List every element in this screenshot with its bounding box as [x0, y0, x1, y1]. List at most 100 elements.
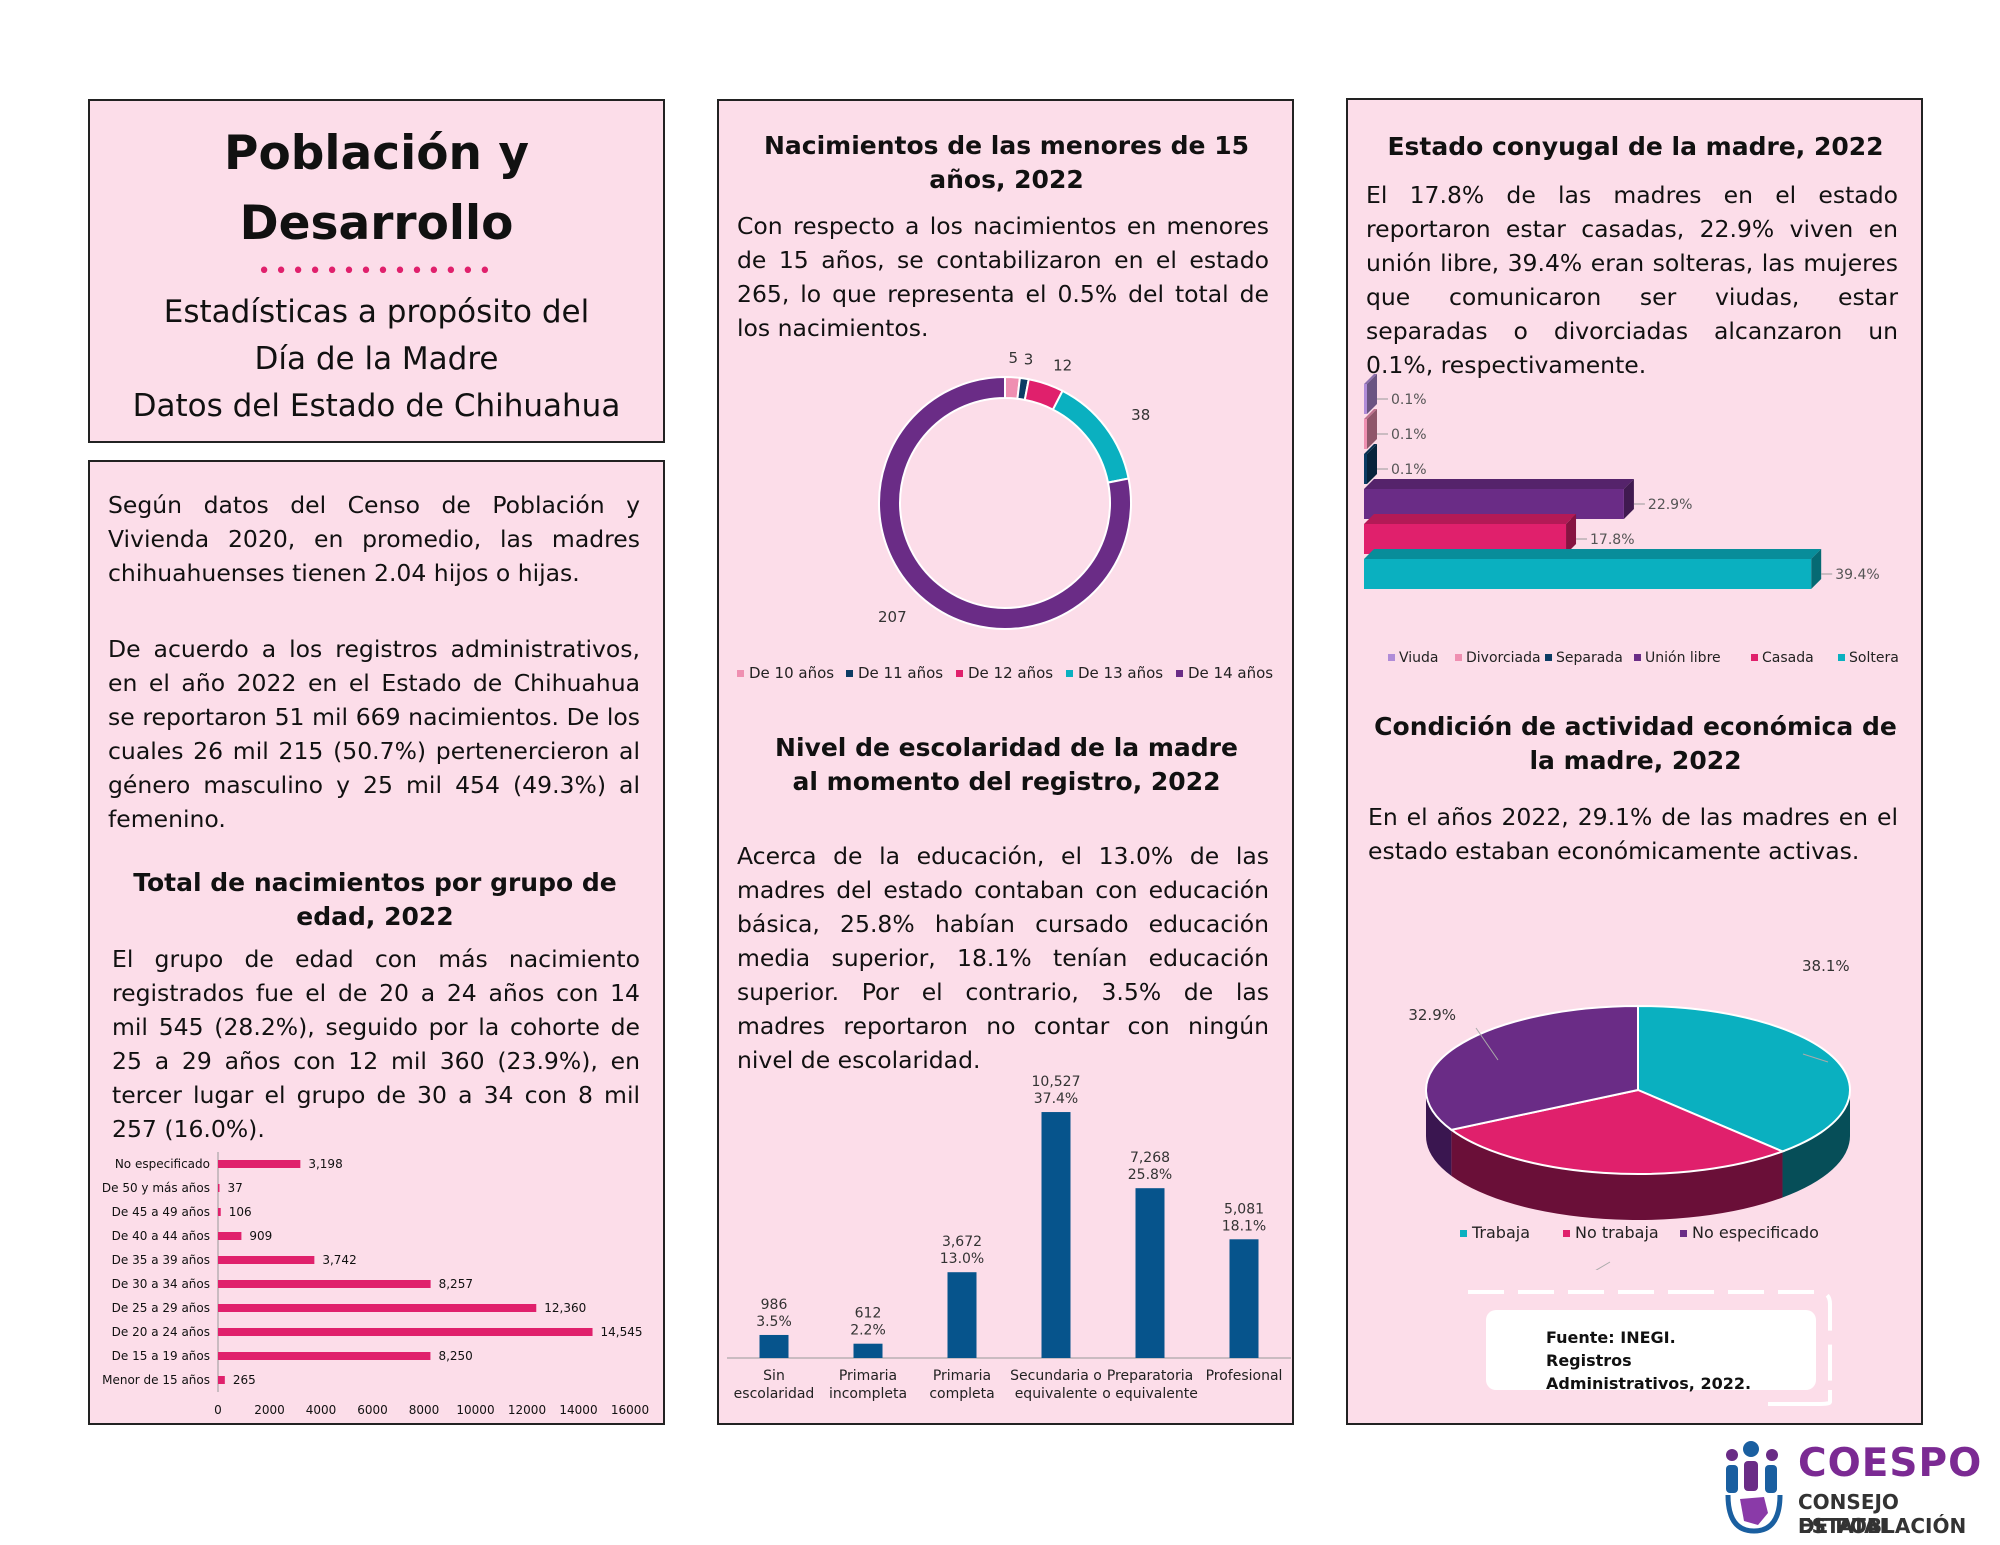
edu-category-label: o equivalente — [1102, 1386, 1198, 1402]
edu-bar — [1042, 1112, 1071, 1358]
subtitle: Estadísticas a propósito del Día de la M… — [90, 289, 663, 430]
births-legend-label: De 14 años — [1188, 664, 1273, 682]
age-value-label: 3,198 — [308, 1157, 342, 1171]
births-legend-swatch — [956, 670, 963, 677]
activity-legend: Trabaja No trabaja No especificado — [1348, 1220, 1921, 1250]
age-category-label: De 40 a 44 años — [112, 1229, 210, 1243]
births-legend-label: De 10 años — [749, 664, 834, 682]
age-bar — [218, 1280, 431, 1288]
activity-legend-swatch — [1460, 1230, 1467, 1237]
activity-leader-line — [1576, 1262, 1610, 1270]
edu-category-label: escolaridad — [734, 1386, 815, 1402]
age-value-label: 106 — [229, 1205, 252, 1219]
births-value-label: 207 — [878, 608, 907, 626]
activity-legend-swatch — [1563, 1230, 1570, 1237]
births-value-label: 38 — [1131, 406, 1150, 424]
edu-category-label: Primaria — [933, 1368, 991, 1384]
age-tick-label: 14000 — [559, 1403, 597, 1417]
age-bar — [218, 1304, 536, 1312]
marital-legend-label: Viuda — [1399, 650, 1439, 666]
activity-value-label: 32.9% — [1408, 1006, 1456, 1024]
edu-percent-label: 37.4% — [1034, 1091, 1078, 1107]
edu-chart-title: Nivel de escolaridad de la madre al mome… — [769, 731, 1244, 799]
marital-legend-swatch — [1455, 654, 1462, 661]
births-value-label: 12 — [1053, 357, 1072, 375]
age-tick-label: 8000 — [409, 1403, 440, 1417]
marital-legend: Viuda Divorciada Separada Unión libre Casada… — [1348, 645, 1921, 675]
age-value-label: 8,257 — [439, 1277, 473, 1291]
age-value-label: 265 — [233, 1373, 256, 1387]
births-under15-paragraph: Con respecto a los nacimientos en menore… — [737, 209, 1269, 345]
activity-value-label: 38.1% — [1802, 957, 1850, 975]
marital-legend-label: Casada — [1762, 650, 1814, 666]
source-box: Fuente: INEGI. Registros Administrativos… — [1486, 1310, 1816, 1390]
marital-value-label: 0.1% — [1391, 462, 1427, 478]
activity-pie-chart: 38.1%29.1%32.9% — [1348, 910, 1921, 1270]
subtitle-line1: Estadísticas a propósito del — [90, 289, 663, 336]
middle-panel: Nacimientos de las menores de 15 años, 2… — [717, 99, 1294, 1425]
age-category-label: De 15 a 19 años — [112, 1349, 210, 1363]
age-tick-label: 0 — [214, 1403, 222, 1417]
marital-legend-swatch — [1388, 654, 1395, 661]
marital-value-label: 17.8% — [1590, 532, 1634, 548]
age-category-label: De 45 a 49 años — [112, 1205, 210, 1219]
coespo-logo-mark-icon — [1718, 1435, 1798, 1545]
births-legend-swatch — [1176, 670, 1183, 677]
edu-percent-label: 18.1% — [1222, 1218, 1266, 1234]
marital-value-label: 22.9% — [1648, 497, 1692, 513]
age-tick-label: 4000 — [306, 1403, 337, 1417]
activity-legend-label: No especificado — [1692, 1223, 1819, 1242]
age-value-label: 14,545 — [601, 1325, 643, 1339]
edu-category-label: incompleta — [829, 1386, 907, 1402]
births-value-label: 5 — [1009, 349, 1019, 367]
marital-legend-label: Unión libre — [1645, 650, 1721, 666]
age-category-label: Menor de 15 años — [102, 1373, 210, 1387]
edu-value-label: 3,672 — [942, 1234, 982, 1250]
edu-category-label: Secundaria o — [1010, 1368, 1102, 1384]
births-slice — [1053, 391, 1129, 483]
age-tick-label: 16000 — [611, 1403, 649, 1417]
activity-legend-label: Trabaja — [1471, 1223, 1530, 1242]
activity-legend-label: No trabaja — [1575, 1223, 1659, 1242]
age-tick-label: 10000 — [456, 1403, 494, 1417]
marital-value-label: 0.1% — [1391, 427, 1427, 443]
age-value-label: 37 — [228, 1181, 243, 1195]
marital-chart-title: Estado conyugal de la madre, 2022 — [1368, 130, 1903, 164]
marital-legend-label: Soltera — [1849, 650, 1899, 666]
edu-percent-label: 3.5% — [756, 1314, 792, 1330]
edu-bar — [948, 1272, 977, 1358]
edu-category-label: Profesional — [1206, 1368, 1283, 1384]
births-legend-swatch — [737, 670, 744, 677]
age-bar — [218, 1256, 314, 1264]
subtitle-line2: Día de la Madre — [90, 336, 663, 383]
main-title-line1: Población y — [90, 119, 663, 189]
age-tick-label: 2000 — [254, 1403, 285, 1417]
edu-category-label: Sin — [763, 1368, 785, 1384]
marital-bar-chart: 0.1% 0.1% 0.1% 22.9% 17.8% 39.4% — [1348, 372, 1921, 592]
births-value-label: 3 — [1024, 351, 1034, 369]
edu-bar — [760, 1335, 789, 1358]
marital-bar — [1364, 384, 1367, 414]
age-bar — [218, 1376, 225, 1384]
age-category-label: No especificado — [115, 1157, 210, 1171]
births-chart-title: Nacimientos de las menores de 15 años, 2… — [749, 129, 1264, 197]
age-category-label: De 35 a 39 años — [112, 1253, 210, 1267]
marital-bar — [1364, 454, 1367, 484]
marital-paragraph: El 17.8% de las madres en el estado repo… — [1366, 178, 1898, 382]
births-legend-label: De 12 años — [968, 664, 1053, 682]
edu-percent-label: 25.8% — [1128, 1167, 1172, 1183]
marital-bar — [1364, 419, 1367, 449]
edu-value-label: 10,527 — [1032, 1074, 1081, 1090]
births-paragraph: De acuerdo a los registros administrativ… — [108, 632, 640, 836]
marital-bar — [1364, 559, 1811, 589]
marital-bar-top — [1364, 549, 1821, 559]
age-bar-chart: No especificado 3,198 De 50 y más años 37 De… — [90, 1142, 663, 1422]
births-legend-swatch — [1066, 670, 1073, 677]
edu-percent-label: 13.0% — [940, 1251, 984, 1267]
age-bar — [218, 1184, 220, 1192]
age-value-label: 909 — [249, 1229, 272, 1243]
age-category-label: De 25 a 29 años — [112, 1301, 210, 1315]
age-category-label: De 30 a 34 años — [112, 1277, 210, 1291]
source-text: Fuente: INEGI. Registros Administrativos… — [1546, 1326, 1766, 1395]
